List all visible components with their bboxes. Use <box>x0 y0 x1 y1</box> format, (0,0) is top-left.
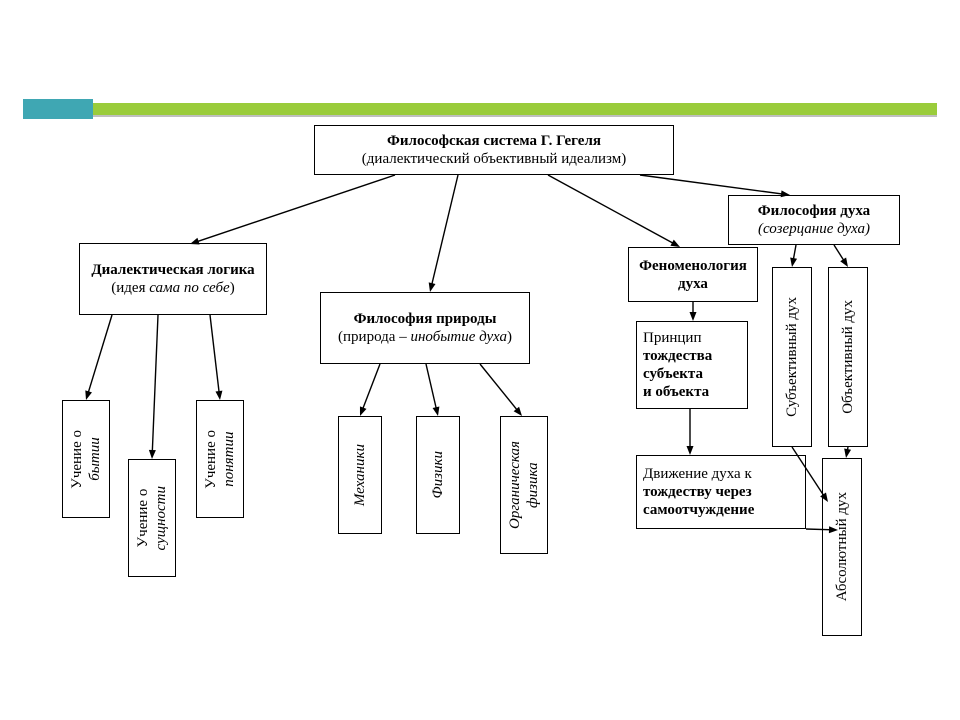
node-dialectical-logic-subtitle: (идея сама по себе) <box>111 279 234 297</box>
header-teal-block <box>23 99 93 119</box>
vnode-physics: Физики <box>416 416 460 534</box>
node-dialectical-logic-title: Диалектическая логика <box>91 261 254 279</box>
vnode-organic-physics: Органическая физика <box>500 416 548 554</box>
diagram-stage: Философская система Г. Гегеля (диалектич… <box>0 0 960 720</box>
header-grey-line <box>93 115 937 117</box>
vnode-objective-spirit: Объективный дух <box>828 267 868 447</box>
node-root-subtitle: (диалектический объективный идеализм) <box>362 150 626 168</box>
vnode-mechanics: Механики <box>338 416 382 534</box>
movement-line-1: тождеству через <box>643 483 752 501</box>
identity-line-1: тождества <box>643 347 712 365</box>
vnode-subjective-spirit: Субъективный дух <box>772 267 812 447</box>
slide-header-bar <box>23 99 937 119</box>
vnode-doctrine-being: Учение о бытии <box>62 400 110 518</box>
node-spirit-movement: Движение духа к тождеству через самоотчу… <box>636 455 806 529</box>
header-green-bar <box>93 103 937 115</box>
node-philosophy-spirit-subtitle: (созерцание духа) <box>758 220 870 238</box>
movement-line-0: Движение духа к <box>643 465 752 483</box>
node-root-title: Философская система Г. Гегеля <box>387 132 601 150</box>
node-phenomenology-title: Феноменология духа <box>635 257 751 293</box>
vnode-doctrine-concept: Учение о понятии <box>196 400 244 518</box>
node-phenomenology: Феноменология духа <box>628 247 758 302</box>
node-philosophy-spirit: Философия духа (созерцание духа) <box>728 195 900 245</box>
node-identity-principle: Принцип тождества субъекта и объекта <box>636 321 748 409</box>
node-root: Философская система Г. Гегеля (диалектич… <box>314 125 674 175</box>
node-philosophy-nature-title: Философия природы <box>354 310 497 328</box>
node-dialectical-logic: Диалектическая логика (идея сама по себе… <box>79 243 267 315</box>
identity-line-3: и объекта <box>643 383 709 401</box>
vnode-absolute-spirit: Абсолютный дух <box>822 458 862 636</box>
identity-line-0: Принцип <box>643 329 701 347</box>
node-philosophy-spirit-title: Философия духа <box>758 202 870 220</box>
node-philosophy-nature: Философия природы (природа – инобытие ду… <box>320 292 530 364</box>
identity-line-2: субъекта <box>643 365 703 383</box>
movement-line-2: самоотчуждение <box>643 501 754 519</box>
vnode-doctrine-essence: Учение о сущности <box>128 459 176 577</box>
node-philosophy-nature-subtitle: (природа – инобытие духа) <box>338 328 512 346</box>
